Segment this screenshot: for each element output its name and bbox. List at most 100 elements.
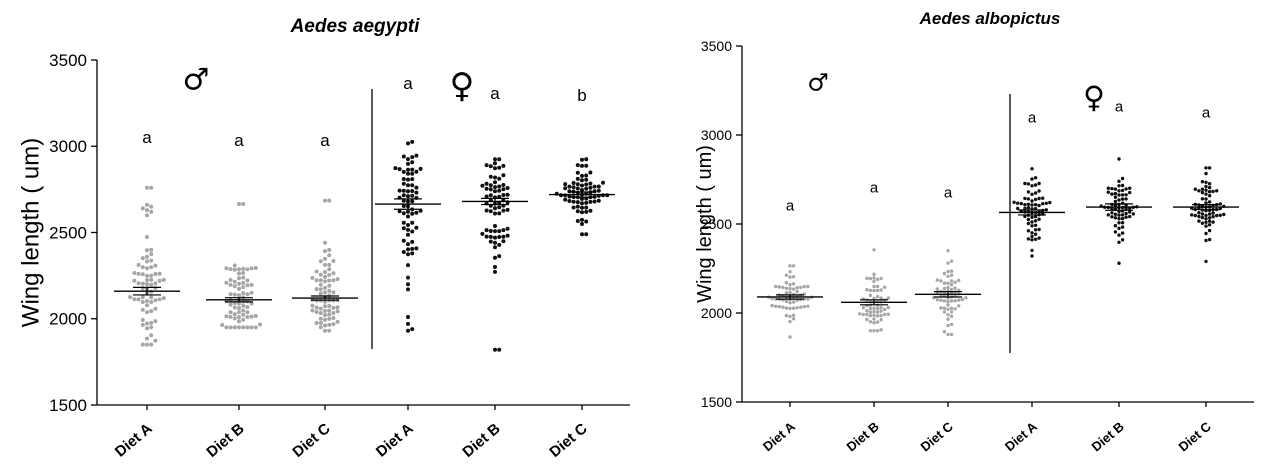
data-point (1023, 214, 1027, 219)
data-point (584, 200, 589, 205)
data-point (580, 163, 584, 168)
data-point (1215, 189, 1219, 193)
data-point (1211, 211, 1215, 215)
data-point (1204, 171, 1208, 176)
data-point (401, 154, 406, 159)
data-point (488, 229, 493, 233)
data-point (132, 297, 137, 302)
data-point (1026, 217, 1031, 222)
data-point (1016, 206, 1020, 211)
data-point (245, 267, 250, 272)
data-point (575, 204, 580, 209)
data-point (1128, 190, 1132, 195)
data-point (949, 332, 954, 337)
data-point (1117, 213, 1121, 217)
data-point (1120, 213, 1125, 217)
data-point (237, 301, 241, 306)
data-point (406, 263, 410, 268)
data-point (406, 247, 410, 252)
data-series-0 (757, 264, 823, 339)
data-point (858, 312, 862, 316)
data-point (410, 193, 415, 198)
data-point (327, 288, 332, 293)
data-point (1041, 202, 1045, 206)
data-point (1200, 215, 1205, 220)
data-point (401, 220, 406, 225)
data-point (1204, 180, 1208, 184)
data-point (237, 281, 241, 286)
data-point (497, 184, 502, 189)
y-tick-label: 2500 (49, 223, 87, 242)
data-point (493, 175, 497, 180)
data-point (1110, 192, 1114, 196)
data-point (480, 183, 485, 188)
data-point (1030, 192, 1034, 196)
data-point (136, 281, 141, 286)
data-point (237, 276, 241, 281)
data-point (149, 300, 154, 304)
data-point (571, 199, 576, 204)
data-point (410, 220, 415, 225)
data-point (571, 181, 576, 185)
x-tick-label: Diet C (1176, 418, 1215, 454)
data-point (946, 323, 950, 328)
data-point (145, 273, 149, 278)
data-point (788, 270, 792, 274)
data-point (253, 313, 258, 318)
data-point (410, 251, 415, 256)
data-point (1113, 203, 1118, 208)
data-point (788, 290, 792, 295)
data-point (140, 256, 145, 261)
significance-letter: a (403, 74, 413, 93)
female-symbol: ♀ (450, 66, 475, 106)
data-point (493, 265, 497, 269)
data-point (414, 225, 419, 230)
data-point (153, 272, 158, 276)
data-point (493, 347, 497, 352)
data-point (323, 309, 327, 313)
data-point (249, 282, 254, 287)
data-point (879, 309, 883, 313)
data-point (791, 287, 796, 291)
data-point (1117, 157, 1121, 161)
data-point (153, 281, 158, 286)
data-point (149, 295, 154, 300)
data-point (1117, 240, 1121, 244)
data-point (960, 297, 964, 302)
data-point (567, 199, 572, 203)
data-point (939, 279, 943, 283)
data-point (136, 271, 141, 276)
y-tick-label: 2000 (701, 305, 732, 321)
data-point (497, 157, 502, 162)
data-point (861, 306, 865, 310)
data-point (935, 298, 939, 302)
data-point (1117, 189, 1121, 193)
data-point (596, 188, 601, 193)
data-point (1106, 186, 1111, 190)
data-point (145, 266, 149, 271)
data-point (145, 299, 149, 303)
data-point (1117, 193, 1121, 197)
data-point (806, 284, 810, 289)
y-axis-label: Wing length ( um) (17, 138, 44, 327)
data-point (410, 155, 415, 160)
data-point (1037, 227, 1041, 232)
data-point (949, 299, 954, 303)
data-point (596, 184, 601, 189)
data-point (497, 254, 502, 259)
significance-letter: a (234, 131, 244, 150)
data-point (505, 186, 510, 190)
data-point (318, 316, 323, 321)
data-point (410, 211, 415, 216)
data-point (942, 330, 947, 334)
data-point (953, 307, 957, 311)
data-point (493, 235, 497, 240)
data-point (149, 247, 154, 252)
data-point (1204, 220, 1208, 224)
data-point (872, 306, 876, 310)
data-point (410, 167, 415, 172)
data-point (157, 271, 162, 276)
data-point (883, 285, 887, 289)
x-tick-label: Diet A (760, 418, 799, 454)
chart-title: Aedes aegypti (290, 16, 421, 37)
